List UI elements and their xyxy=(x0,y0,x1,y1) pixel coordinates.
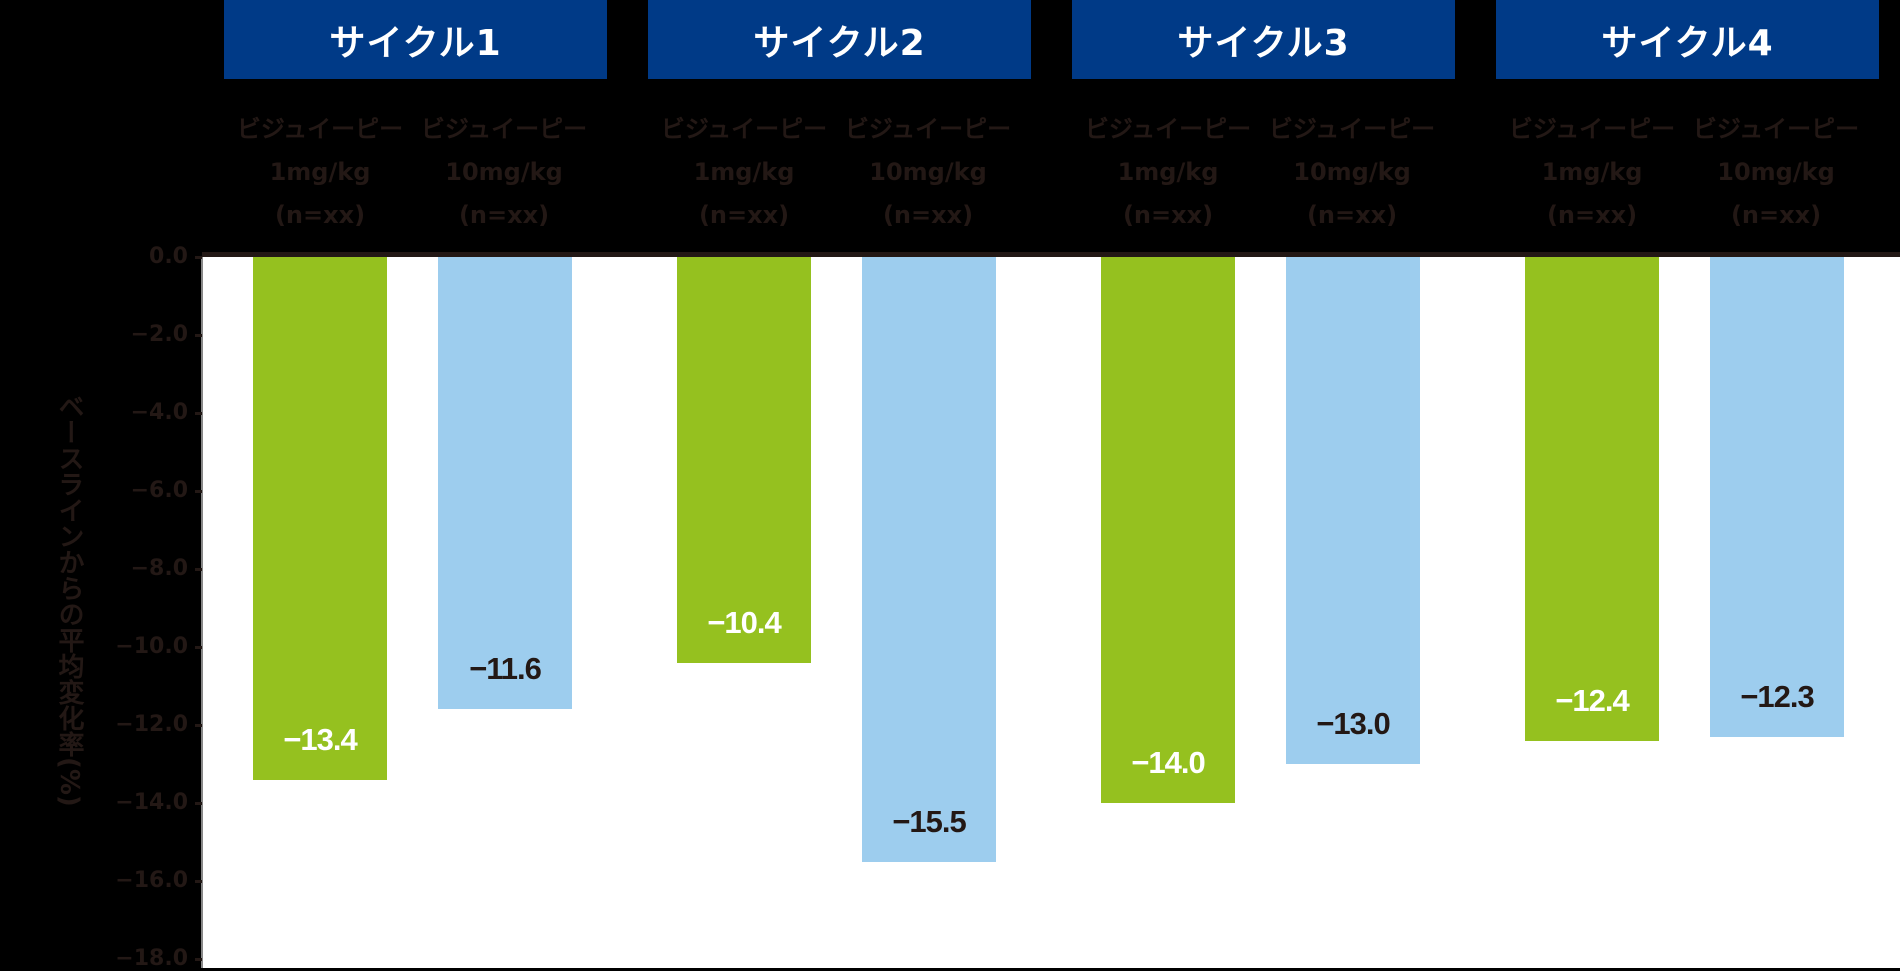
cycle-header-3: サイクル3 xyxy=(1072,0,1455,79)
group-drug-label: ビジュイーピー xyxy=(1084,115,1252,143)
group-dose-label: 10mg/kg xyxy=(445,158,563,186)
group-n-label: (n=xx) xyxy=(274,201,366,229)
bar-10mg: −13.0 xyxy=(1286,257,1420,764)
y-tick xyxy=(195,802,202,805)
y-tick xyxy=(195,880,202,883)
bar-1mg: −12.4 xyxy=(1525,257,1659,741)
group-dose-label: 1mg/kg xyxy=(1541,158,1643,186)
plot-top-border xyxy=(202,252,1900,257)
bar-1mg: −14.0 xyxy=(1101,257,1235,803)
cycle-header-2: サイクル2 xyxy=(648,0,1031,79)
group-header-10mg: ビジュイーピー 10mg/kg (n=xx) xyxy=(1686,108,1866,238)
bar-value-label: −13.0 xyxy=(1316,706,1390,741)
y-tick-label: −2.0 xyxy=(130,322,188,347)
bar-value-label: −13.4 xyxy=(283,722,357,757)
group-dose-label: 1mg/kg xyxy=(269,158,371,186)
group-drug-label: ビジュイーピー xyxy=(1508,115,1676,143)
group-drug-label: ビジュイーピー xyxy=(236,115,404,143)
bar-1mg: −10.4 xyxy=(677,257,811,663)
y-tick xyxy=(195,256,202,259)
group-n-label: (n=xx) xyxy=(458,201,550,229)
group-header-1mg: ビジュイーピー 1mg/kg (n=xx) xyxy=(1078,108,1258,238)
y-tick xyxy=(195,412,202,415)
cycle-header-1: サイクル1 xyxy=(224,0,607,79)
group-n-label: (n=xx) xyxy=(1730,201,1822,229)
group-drug-label: ビジュイーピー xyxy=(1692,115,1860,143)
group-header-1mg: ビジュイーピー 1mg/kg (n=xx) xyxy=(1502,108,1682,238)
y-tick xyxy=(195,490,202,493)
bar-value-label: −14.0 xyxy=(1131,745,1205,780)
y-axis-line xyxy=(201,257,203,968)
group-drug-label: ビジュイーピー xyxy=(1268,115,1436,143)
y-tick-label: −8.0 xyxy=(130,556,188,581)
y-tick-label: −4.0 xyxy=(130,400,188,425)
y-axis-title: ベースラインからの平均変化率(%) xyxy=(54,393,84,807)
group-drug-label: ビジュイーピー xyxy=(660,115,828,143)
bar-10mg: −11.6 xyxy=(438,257,572,709)
y-tick-label: −6.0 xyxy=(130,478,188,503)
group-header-10mg: ビジュイーピー 10mg/kg (n=xx) xyxy=(838,108,1018,238)
group-dose-label: 1mg/kg xyxy=(693,158,795,186)
group-dose-label: 10mg/kg xyxy=(1717,158,1835,186)
group-n-label: (n=xx) xyxy=(1546,201,1638,229)
group-drug-label: ビジュイーピー xyxy=(844,115,1012,143)
y-tick-label: 0.0 xyxy=(149,244,188,269)
y-tick-label: −16.0 xyxy=(115,868,188,893)
group-dose-label: 10mg/kg xyxy=(869,158,987,186)
y-tick xyxy=(195,646,202,649)
bar-value-label: −10.4 xyxy=(707,605,781,640)
group-n-label: (n=xx) xyxy=(698,201,790,229)
bar-value-label: −12.3 xyxy=(1740,679,1814,714)
y-tick-label: −12.0 xyxy=(115,712,188,737)
group-n-label: (n=xx) xyxy=(882,201,974,229)
y-tick-label: −18.0 xyxy=(115,946,188,971)
cycle-header-4: サイクル4 xyxy=(1496,0,1879,79)
bar-value-label: −15.5 xyxy=(892,804,966,839)
y-tick-label: −10.0 xyxy=(115,634,188,659)
bar-10mg: −15.5 xyxy=(862,257,996,862)
group-header-10mg: ビジュイーピー 10mg/kg (n=xx) xyxy=(1262,108,1442,238)
group-n-label: (n=xx) xyxy=(1306,201,1398,229)
y-tick xyxy=(195,958,202,961)
group-dose-label: 1mg/kg xyxy=(1117,158,1219,186)
group-header-1mg: ビジュイーピー 1mg/kg (n=xx) xyxy=(230,108,410,238)
group-n-label: (n=xx) xyxy=(1122,201,1214,229)
group-header-10mg: ビジュイーピー 10mg/kg (n=xx) xyxy=(414,108,594,238)
y-tick xyxy=(195,724,202,727)
y-tick xyxy=(195,334,202,337)
bar-10mg: −12.3 xyxy=(1710,257,1844,737)
bar-value-label: −12.4 xyxy=(1555,683,1629,718)
group-drug-label: ビジュイーピー xyxy=(420,115,588,143)
bar-value-label: −11.6 xyxy=(469,651,542,686)
group-dose-label: 10mg/kg xyxy=(1293,158,1411,186)
y-tick xyxy=(195,568,202,571)
group-header-1mg: ビジュイーピー 1mg/kg (n=xx) xyxy=(654,108,834,238)
y-tick-label: −14.0 xyxy=(115,790,188,815)
bar-1mg: −13.4 xyxy=(253,257,387,780)
